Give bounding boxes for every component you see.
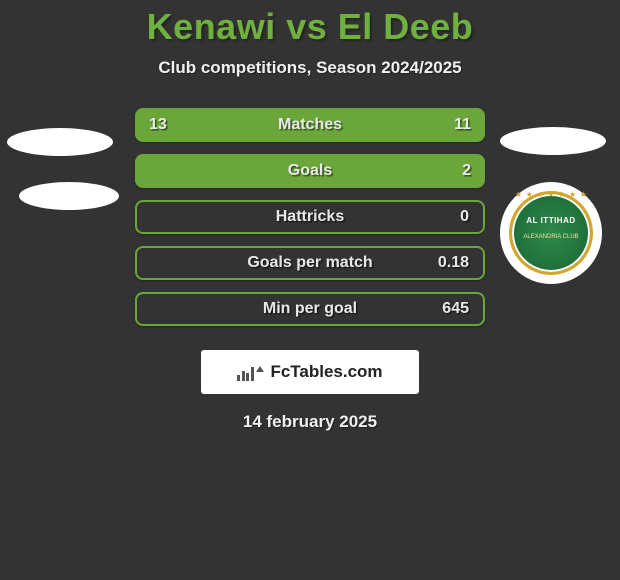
stat-left-value: 13 <box>149 116 167 134</box>
star-icon: ★ <box>580 190 587 199</box>
date-footer: 14 february 2025 <box>0 412 620 432</box>
page-subtitle: Club competitions, Season 2024/2025 <box>0 58 620 78</box>
badge-subname: ALEXANDRIA CLUB <box>512 234 590 240</box>
stat-row: Goals per match0.18 <box>135 246 485 280</box>
stat-row: Min per goal645 <box>135 292 485 326</box>
comparison-infographic: Kenawi vs El Deeb Club competitions, Sea… <box>0 6 620 580</box>
brand-box: FcTables.com <box>201 350 419 394</box>
right-player-shape-1 <box>500 127 606 155</box>
chart-icon <box>237 363 264 381</box>
stat-label: Goals per match <box>137 254 483 272</box>
left-player-shape-2 <box>19 182 119 210</box>
stat-label: Min per goal <box>137 300 483 318</box>
stat-row: 13Matches11 <box>135 108 485 142</box>
stat-label: Matches <box>135 116 485 134</box>
page-title: Kenawi vs El Deeb <box>0 6 620 48</box>
right-club-badge: ★ ★ ★ ★ ★ ★ ★ AL ITTIHAD ALEXANDRIA CLUB <box>500 182 602 284</box>
star-icon: ★ <box>569 190 576 199</box>
stat-label: Goals <box>135 162 485 180</box>
star-icon: ★ <box>537 190 544 199</box>
stat-right-value: 645 <box>442 300 469 318</box>
star-icon: ★ <box>558 190 565 199</box>
star-icon: ★ <box>526 190 533 199</box>
stat-right-value: 0.18 <box>438 254 469 272</box>
stat-right-value: 11 <box>454 116 471 134</box>
stat-label: Hattricks <box>137 208 483 226</box>
stat-row: Goals2 <box>135 154 485 188</box>
left-player-shape-1 <box>7 128 113 156</box>
badge-name: AL ITTIHAD <box>512 216 590 225</box>
club-badge-emblem: ★ ★ ★ ★ ★ ★ ★ AL ITTIHAD ALEXANDRIA CLUB <box>509 191 593 275</box>
star-icon: ★ <box>515 190 522 199</box>
stat-row: Hattricks0 <box>135 200 485 234</box>
stat-right-value: 2 <box>462 162 471 180</box>
brand-label: FcTables.com <box>270 362 382 382</box>
star-icon: ★ <box>547 190 554 199</box>
stat-right-value: 0 <box>460 208 469 226</box>
badge-stars: ★ ★ ★ ★ ★ ★ ★ <box>515 190 587 199</box>
